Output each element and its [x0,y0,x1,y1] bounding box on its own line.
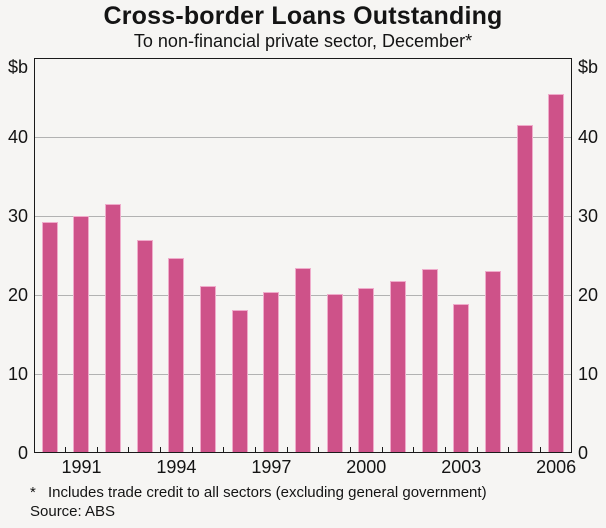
y-gridline [34,136,572,138]
x-tick-mark [223,446,225,452]
x-tick-mark [349,446,351,452]
footnote-marker: * [30,484,36,501]
y-gridline [34,215,572,217]
bar-2000 [358,287,375,453]
y-axis-unit-right: $b [578,57,599,77]
y-tick-label-right: 20 [578,285,599,305]
bar-1997 [263,291,280,453]
x-tick-mark [318,446,320,452]
y-tick-label-left: 40 [7,127,28,147]
x-tick-mark [128,446,130,452]
y-tick-label-right: 40 [578,127,599,147]
x-tick-mark [255,446,257,452]
bar-1994 [168,257,185,453]
chart-title: Cross-border Loans Outstanding [103,2,503,30]
x-tick-mark [476,446,478,452]
x-tick-mark [96,446,98,452]
footnote-text: Includes trade credit to all sectors (ex… [48,484,487,501]
y-tick-label-right: 0 [578,443,589,463]
x-tick-mark [413,446,415,452]
y-tick-label-left: 20 [7,285,28,305]
y-tick-label-right: 30 [578,206,599,226]
footnote: * Includes trade credit to all sectors (… [30,484,600,501]
x-tick-mark [286,446,288,452]
bar-1995 [200,286,217,453]
x-tick-label-1991: 1991 [61,457,102,477]
bar-1991 [73,216,90,453]
x-tick-mark [444,446,446,452]
bar-1990 [41,221,58,453]
bar-2003 [453,304,470,453]
x-tick-label-2003: 2003 [441,457,482,477]
y-tick-label-right: 10 [578,364,599,384]
x-tick-mark [508,446,510,452]
bar-1992 [105,204,122,453]
y-tick-label-left: 0 [17,443,28,463]
bar-2002 [421,268,438,453]
x-tick-mark [160,446,162,452]
bar-1998 [295,268,311,453]
x-tick-mark [191,446,193,452]
chart-subtitle: To non-financial private sector, Decembe… [133,31,473,51]
bar-2004 [484,270,501,453]
x-tick-mark [539,446,541,452]
y-tick-label-left: 10 [7,364,28,384]
y-tick-label-left: 30 [7,206,28,226]
x-tick-label-2006: 2006 [536,457,577,477]
bar-2001 [389,280,406,453]
x-tick-label-2000: 2000 [346,457,387,477]
source-note: Source: ABS [30,503,116,520]
bar-1993 [136,239,153,453]
bar-1999 [326,294,343,453]
x-tick-label-1997: 1997 [251,457,292,477]
bar-1996 [231,310,248,453]
x-tick-mark [65,446,67,452]
x-tick-label-1994: 1994 [156,457,197,477]
bar-2005 [516,125,533,453]
x-tick-mark [381,446,383,452]
y-axis-unit-left: $b [7,57,28,77]
bar-2006 [548,93,565,453]
